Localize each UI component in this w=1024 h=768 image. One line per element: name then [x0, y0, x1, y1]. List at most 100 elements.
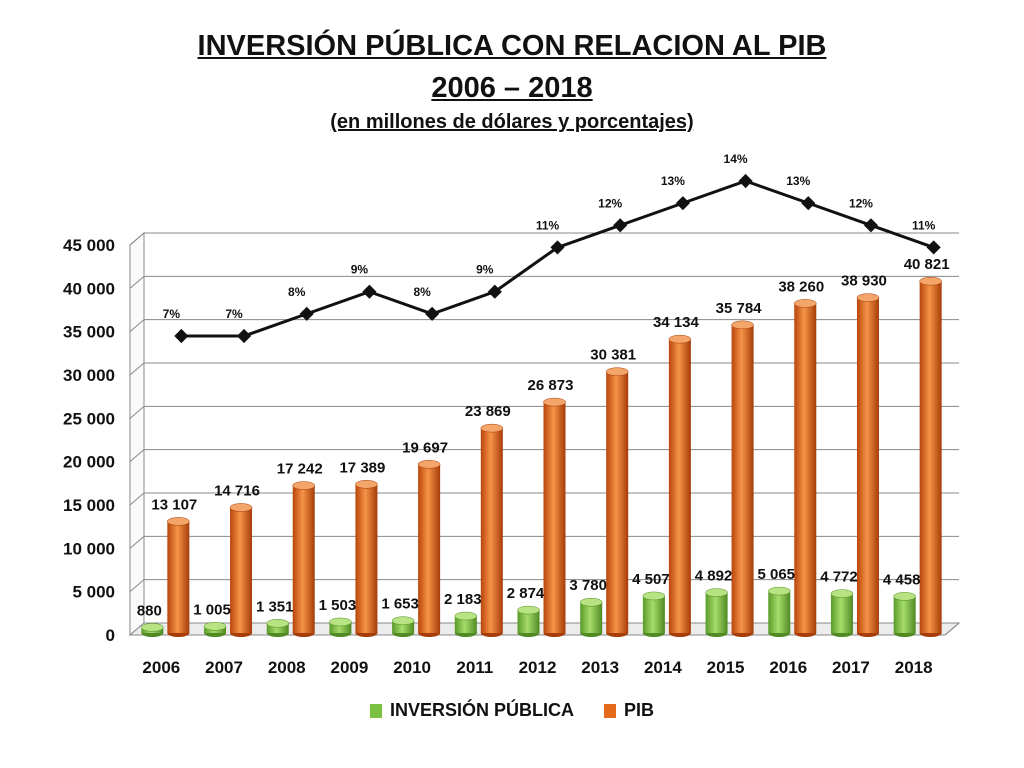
- bar-inversion: [768, 586, 791, 637]
- bar-inversion: [141, 623, 164, 637]
- y-tick-label: 45 000: [63, 236, 115, 255]
- data-label-inversion: 2 183: [444, 591, 482, 608]
- x-tick-label: 2006: [142, 658, 180, 677]
- y-tick-label: 5 000: [72, 583, 115, 602]
- bar-inversion: [579, 597, 603, 637]
- x-tick-label: 2008: [268, 658, 306, 677]
- ratio-label: 8%: [288, 285, 306, 299]
- ratio-line: [181, 179, 935, 338]
- ratio-label: 9%: [476, 263, 494, 277]
- bar-pib: [794, 299, 817, 637]
- y-tick-label: 35 000: [63, 323, 115, 342]
- bar-inversion: [642, 591, 666, 637]
- bar-pib: [167, 517, 190, 637]
- data-label-pib: 38 930: [841, 273, 887, 290]
- gridline-slant: [129, 535, 145, 549]
- bar-pib: [731, 320, 754, 637]
- y-tick-label: 30 000: [63, 366, 115, 385]
- data-label-inversion: 2 874: [507, 585, 545, 602]
- ratio-marker: [299, 306, 314, 321]
- bar-inversion: [517, 605, 540, 637]
- data-label-inversion: 880: [137, 602, 162, 619]
- ratio-marker: [675, 196, 690, 211]
- data-label-inversion: 4 458: [883, 571, 921, 588]
- ratio-label: 11%: [536, 218, 560, 232]
- x-tick-label: 2010: [393, 658, 431, 677]
- data-label-inversion: 1 503: [319, 597, 357, 614]
- data-label-inversion: 4 772: [820, 569, 858, 586]
- data-label-pib: 23 869: [465, 403, 511, 420]
- ratio-marker: [738, 173, 753, 189]
- legend-item-inversion: INVERSIÓN PÚBLICA: [369, 700, 574, 721]
- ratio-marker: [487, 284, 502, 299]
- gridline-slant: [129, 275, 145, 289]
- chart-title: INVERSIÓN PÚBLICA CON RELACION AL PIB: [197, 30, 827, 62]
- data-label-inversion: 3 780: [569, 577, 607, 594]
- data-label-inversion: 4 507: [632, 571, 670, 588]
- legend-label-pib: PIB: [624, 700, 655, 720]
- legend-item-pib: PIB: [604, 700, 654, 721]
- x-tick-label: 2007: [205, 658, 243, 677]
- y-tick-label: 10 000: [63, 539, 115, 558]
- x-tick-label: 2012: [519, 658, 557, 677]
- ratio-label: 7%: [163, 307, 181, 321]
- gridline-slant: [129, 319, 145, 333]
- ratio-marker: [236, 328, 252, 344]
- bar-inversion: [705, 588, 728, 637]
- data-label-inversion: 5 065: [757, 566, 795, 583]
- chart-subtitle: 2006 – 2018: [431, 72, 593, 104]
- ratio-label: 13%: [786, 174, 810, 188]
- ratio-label: 8%: [413, 285, 431, 299]
- ratio-marker: [801, 196, 816, 211]
- gridline-slant: [129, 449, 145, 463]
- x-tick-label: 2013: [581, 658, 619, 677]
- bar-inversion: [329, 617, 352, 637]
- data-label-pib: 17 389: [339, 459, 385, 476]
- legend-label-inversion: INVERSIÓN PÚBLICA: [389, 700, 574, 720]
- ratio-label: 7%: [225, 307, 243, 321]
- y-tick-label: 0: [106, 626, 115, 645]
- ratio-marker: [613, 218, 628, 233]
- bar-inversion: [893, 592, 916, 637]
- bar-pib: [668, 334, 692, 637]
- ratio-label: 12%: [849, 196, 873, 210]
- side-wall: [129, 231, 145, 637]
- gridline-slant: [129, 362, 145, 376]
- x-tick-label: 2009: [331, 658, 369, 677]
- x-tick-label: 2016: [769, 658, 807, 677]
- data-label-pib: 17 242: [277, 461, 323, 478]
- ratio-label: 9%: [351, 263, 369, 277]
- y-tick-label: 20 000: [63, 453, 115, 472]
- bar-pib: [919, 276, 942, 637]
- bar-pib: [605, 367, 629, 637]
- bar-pib: [856, 293, 880, 637]
- bar-pib: [355, 480, 378, 637]
- data-label-pib: 14 716: [214, 482, 260, 499]
- data-label-pib: 34 134: [653, 314, 700, 331]
- y-tick-label: 40 000: [63, 279, 115, 298]
- bar-pib: [543, 397, 566, 637]
- legend-swatch-inversion: [369, 703, 382, 718]
- data-label-inversion: 1 351: [256, 598, 294, 615]
- ratio-label: 12%: [598, 196, 622, 210]
- bar-pib: [292, 481, 315, 637]
- ratio-label: 13%: [661, 174, 685, 188]
- bar-pib: [229, 503, 253, 637]
- ratio-marker: [926, 240, 941, 255]
- data-label-pib: 38 260: [778, 278, 824, 295]
- y-tick-label: 15 000: [63, 496, 115, 515]
- bar-inversion: [454, 611, 478, 637]
- bar-inversion: [391, 616, 415, 637]
- legend: INVERSIÓN PÚBLICA PIB: [0, 700, 1024, 721]
- data-label-pib: 26 873: [528, 377, 574, 394]
- ratio-label: 14%: [724, 152, 748, 166]
- legend-swatch-pib: [604, 703, 616, 718]
- data-label-inversion: 1 653: [381, 596, 419, 613]
- ratio-marker: [174, 328, 189, 344]
- floor-edge: [944, 622, 960, 636]
- y-tick-label: 25 000: [63, 409, 115, 428]
- bar-inversion: [203, 622, 227, 637]
- ratio-marker: [863, 218, 879, 233]
- ratio-marker: [362, 284, 377, 299]
